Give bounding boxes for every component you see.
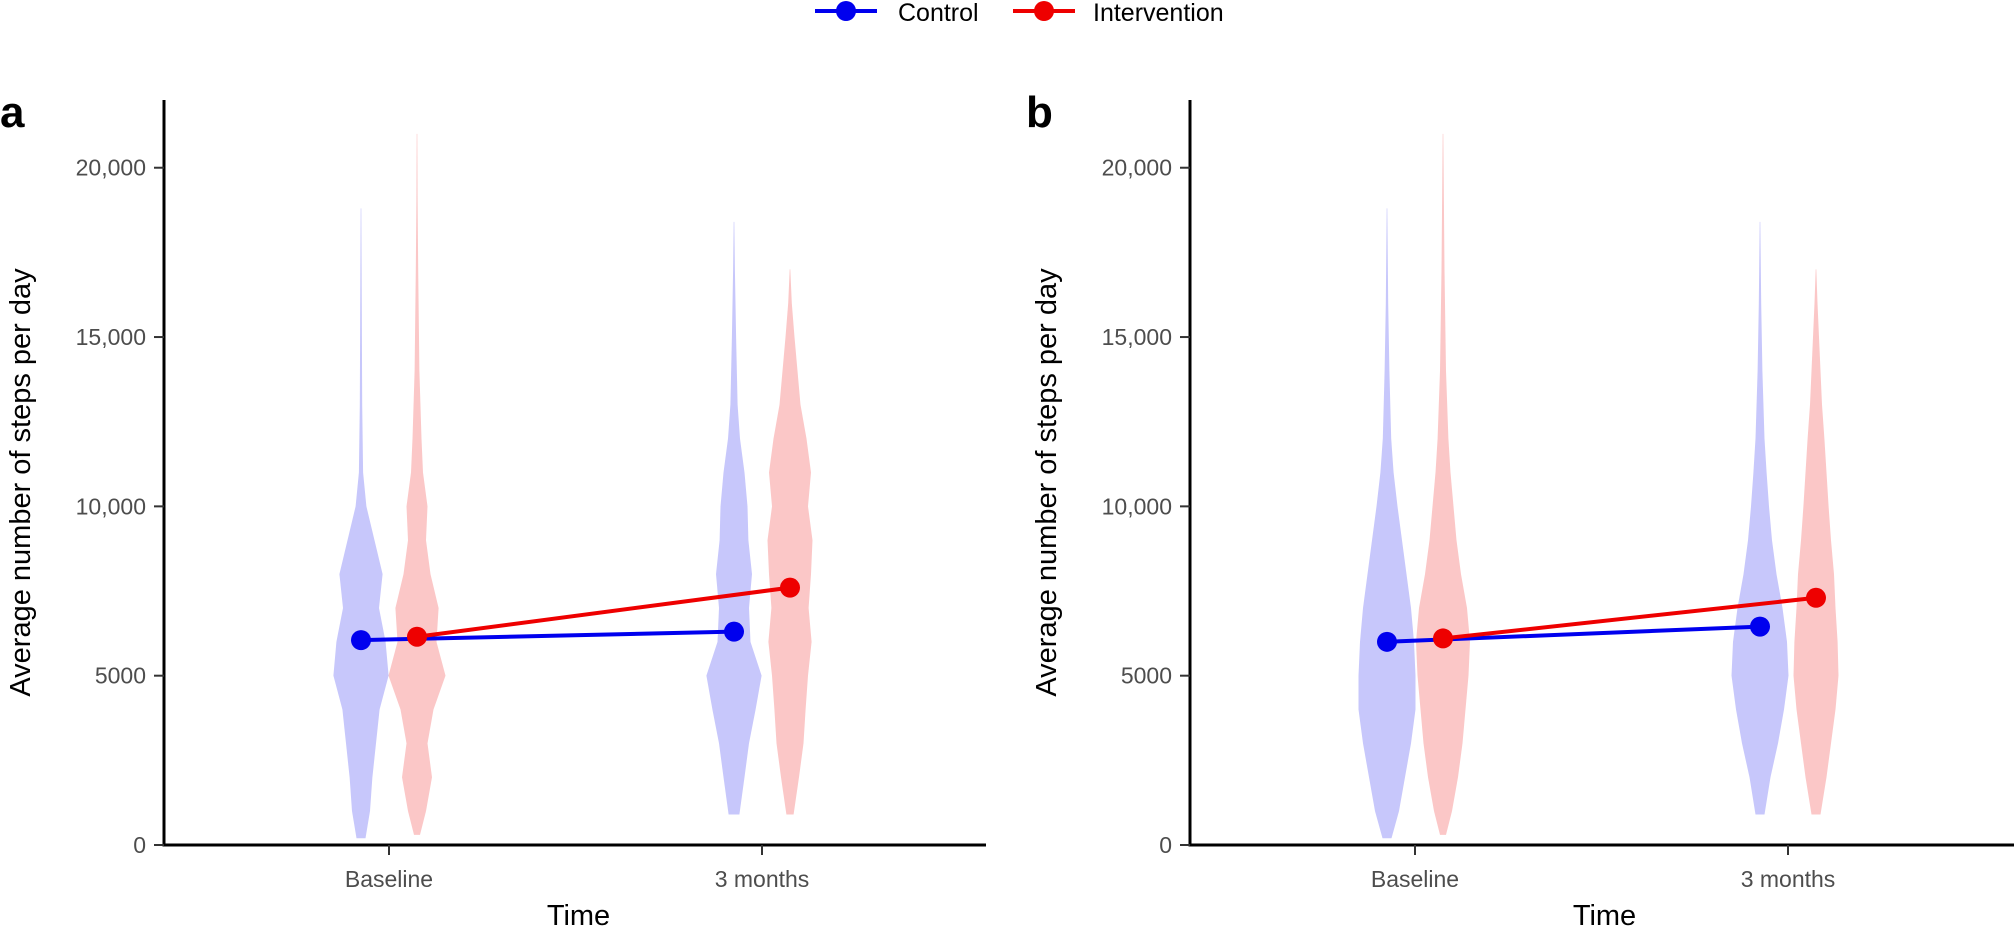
x-axis-title: Time <box>1573 900 1636 928</box>
point-intervention-0 <box>407 626 427 647</box>
y-axis-title: Average number of steps per day <box>5 268 37 697</box>
point-control-0 <box>1377 631 1397 652</box>
y-tick-label: 20,000 <box>76 155 146 181</box>
legend-intervention-marker <box>1034 1 1054 21</box>
legend-control-marker <box>836 1 856 21</box>
x-tick-label: Baseline <box>1371 866 1459 892</box>
violin-control-1 <box>706 221 762 815</box>
y-tick-label: 0 <box>133 832 146 858</box>
y-tick-label: 15,000 <box>76 324 146 350</box>
x-axis-title: Time <box>547 900 610 928</box>
point-intervention-1 <box>1806 587 1826 608</box>
y-tick-label: 5000 <box>1121 663 1172 689</box>
y-tick-label: 15,000 <box>1102 324 1172 350</box>
point-control-1 <box>724 621 744 642</box>
y-tick-label: 0 <box>1159 832 1172 858</box>
panel-b: b 0 5000 10,000 15,000 20,000 Baseline 3 months… <box>1026 88 2014 928</box>
panel-label: a <box>0 88 25 137</box>
violin-control-0 <box>333 208 389 839</box>
y-tick-label: 5000 <box>95 663 146 689</box>
y-axis-title: Average number of steps per day <box>1031 268 1063 697</box>
x-tick-label: 3 months <box>1741 866 1836 892</box>
series-line-intervention <box>416 585 791 639</box>
violin-control-1 <box>1731 221 1789 815</box>
legend-control-label: Control <box>898 0 979 27</box>
violin-intervention-0 <box>388 133 446 835</box>
panel-label: b <box>1026 88 1053 137</box>
series-line-intervention <box>1442 595 1817 641</box>
violin-control-0 <box>1358 208 1416 839</box>
legend-intervention-label: Intervention <box>1093 0 1224 27</box>
violin-intervention-1 <box>1793 269 1839 815</box>
x-tick-label: 3 months <box>715 866 810 892</box>
panel-a: a 0 5000 10,000 15,000 20,000 Baseline 3 months… <box>0 88 986 928</box>
legend: Control Intervention <box>815 0 1224 27</box>
point-intervention-1 <box>780 577 800 598</box>
x-tick-label: Baseline <box>345 866 433 892</box>
y-tick-label: 10,000 <box>1102 493 1172 519</box>
violin-intervention-1 <box>767 269 813 815</box>
y-tick-label: 20,000 <box>1102 155 1172 181</box>
violin-intervention-0 <box>1416 133 1470 835</box>
point-control-0 <box>351 630 371 651</box>
y-tick-label: 10,000 <box>76 493 146 519</box>
point-control-1 <box>1750 616 1770 637</box>
point-intervention-0 <box>1433 628 1453 649</box>
panels: a 0 5000 10,000 15,000 20,000 Baseline 3 months… <box>0 88 2014 928</box>
